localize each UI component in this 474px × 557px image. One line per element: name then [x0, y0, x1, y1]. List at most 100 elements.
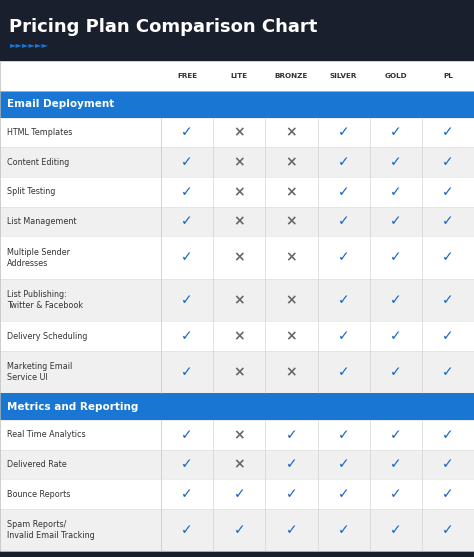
Text: ✓: ✓: [182, 329, 193, 343]
Text: ×: ×: [234, 185, 245, 199]
Text: PL: PL: [443, 73, 453, 79]
Text: Delivered Rate: Delivered Rate: [7, 460, 67, 469]
Bar: [0, 61, 474, 91]
Text: ✓: ✓: [390, 214, 401, 228]
Text: ✓: ✓: [182, 251, 193, 265]
Text: ✓: ✓: [286, 457, 297, 472]
Bar: [0, 449, 474, 480]
Bar: [0, 91, 474, 118]
Text: Email Deployment: Email Deployment: [7, 99, 114, 109]
Text: ✓: ✓: [338, 487, 349, 501]
Text: ✓: ✓: [390, 293, 401, 307]
Text: Metrics and Reporting: Metrics and Reporting: [7, 402, 138, 412]
Text: ×: ×: [234, 251, 245, 265]
Text: Split Testing: Split Testing: [7, 188, 55, 197]
Text: ×: ×: [234, 457, 245, 472]
Text: ✓: ✓: [182, 523, 193, 538]
Text: ×: ×: [234, 214, 245, 228]
Text: ×: ×: [234, 365, 245, 379]
Text: FREE: FREE: [177, 73, 197, 79]
Text: ✓: ✓: [338, 365, 349, 379]
Text: ✓: ✓: [442, 155, 454, 169]
Text: Content Editing: Content Editing: [7, 158, 69, 167]
Text: GOLD: GOLD: [384, 73, 407, 79]
Bar: [0, 321, 474, 351]
Text: ►►►►►►: ►►►►►►: [9, 40, 48, 49]
Bar: [0, 61, 474, 551]
Text: ✓: ✓: [286, 428, 297, 442]
Text: ×: ×: [286, 329, 297, 343]
Text: ×: ×: [286, 251, 297, 265]
Text: ×: ×: [234, 293, 245, 307]
Text: ✓: ✓: [390, 487, 401, 501]
Text: ✓: ✓: [442, 293, 454, 307]
Text: ✓: ✓: [442, 487, 454, 501]
Text: ✓: ✓: [182, 293, 193, 307]
Text: ✓: ✓: [182, 365, 193, 379]
Text: ✓: ✓: [286, 523, 297, 538]
Text: Bounce Reports: Bounce Reports: [7, 490, 71, 499]
Bar: [0, 420, 474, 449]
Bar: [0, 236, 474, 279]
Text: ✓: ✓: [286, 487, 297, 501]
Text: ×: ×: [286, 293, 297, 307]
Text: ✓: ✓: [234, 523, 245, 538]
Text: ✓: ✓: [390, 428, 401, 442]
Text: ×: ×: [234, 126, 245, 140]
Text: ✓: ✓: [338, 293, 349, 307]
Text: ✓: ✓: [390, 155, 401, 169]
Text: ✓: ✓: [442, 251, 454, 265]
Text: ✓: ✓: [390, 523, 401, 538]
Text: Multiple Sender
Addresses: Multiple Sender Addresses: [7, 247, 70, 268]
Bar: [0, 177, 474, 207]
Text: ✓: ✓: [182, 155, 193, 169]
Text: Pricing Plan Comparison Chart: Pricing Plan Comparison Chart: [9, 18, 318, 36]
Bar: [0, 351, 474, 393]
Text: ✓: ✓: [182, 126, 193, 140]
Bar: [0, 393, 474, 420]
Text: ✓: ✓: [338, 214, 349, 228]
Text: ×: ×: [286, 365, 297, 379]
Text: ✓: ✓: [182, 487, 193, 501]
Text: ✓: ✓: [390, 251, 401, 265]
Text: ×: ×: [286, 185, 297, 199]
Text: ✓: ✓: [390, 329, 401, 343]
Bar: [0, 148, 474, 177]
Bar: [0, 118, 474, 148]
Text: ×: ×: [286, 155, 297, 169]
Text: ✓: ✓: [338, 457, 349, 472]
Text: ✓: ✓: [390, 185, 401, 199]
Text: ×: ×: [234, 428, 245, 442]
Text: ✓: ✓: [338, 126, 349, 140]
Text: List Management: List Management: [7, 217, 77, 226]
Text: ✓: ✓: [390, 365, 401, 379]
Bar: [0, 480, 474, 509]
Text: ×: ×: [234, 329, 245, 343]
Bar: [0, 279, 474, 321]
Text: ✓: ✓: [338, 251, 349, 265]
Text: ✓: ✓: [390, 457, 401, 472]
Text: ✓: ✓: [182, 214, 193, 228]
Text: ✓: ✓: [442, 523, 454, 538]
Text: ✓: ✓: [182, 457, 193, 472]
Text: ✓: ✓: [182, 428, 193, 442]
Text: ✓: ✓: [442, 428, 454, 442]
Text: ✓: ✓: [442, 365, 454, 379]
Text: BRONZE: BRONZE: [275, 73, 308, 79]
Text: ×: ×: [286, 214, 297, 228]
Text: Spam Reports/
Invalid Email Tracking: Spam Reports/ Invalid Email Tracking: [7, 520, 95, 540]
Bar: [0, 207, 474, 236]
Text: ✓: ✓: [338, 428, 349, 442]
Text: ✓: ✓: [442, 214, 454, 228]
Text: ✓: ✓: [442, 185, 454, 199]
Text: ✓: ✓: [234, 487, 245, 501]
Bar: [0, 509, 474, 551]
Text: ✓: ✓: [338, 329, 349, 343]
Text: List Publishing:
Twitter & Facebook: List Publishing: Twitter & Facebook: [7, 290, 83, 310]
Text: ✓: ✓: [338, 185, 349, 199]
Text: LITE: LITE: [231, 73, 248, 79]
Text: ✓: ✓: [442, 457, 454, 472]
Text: ✓: ✓: [338, 155, 349, 169]
Text: ✓: ✓: [442, 329, 454, 343]
Text: SILVER: SILVER: [330, 73, 357, 79]
